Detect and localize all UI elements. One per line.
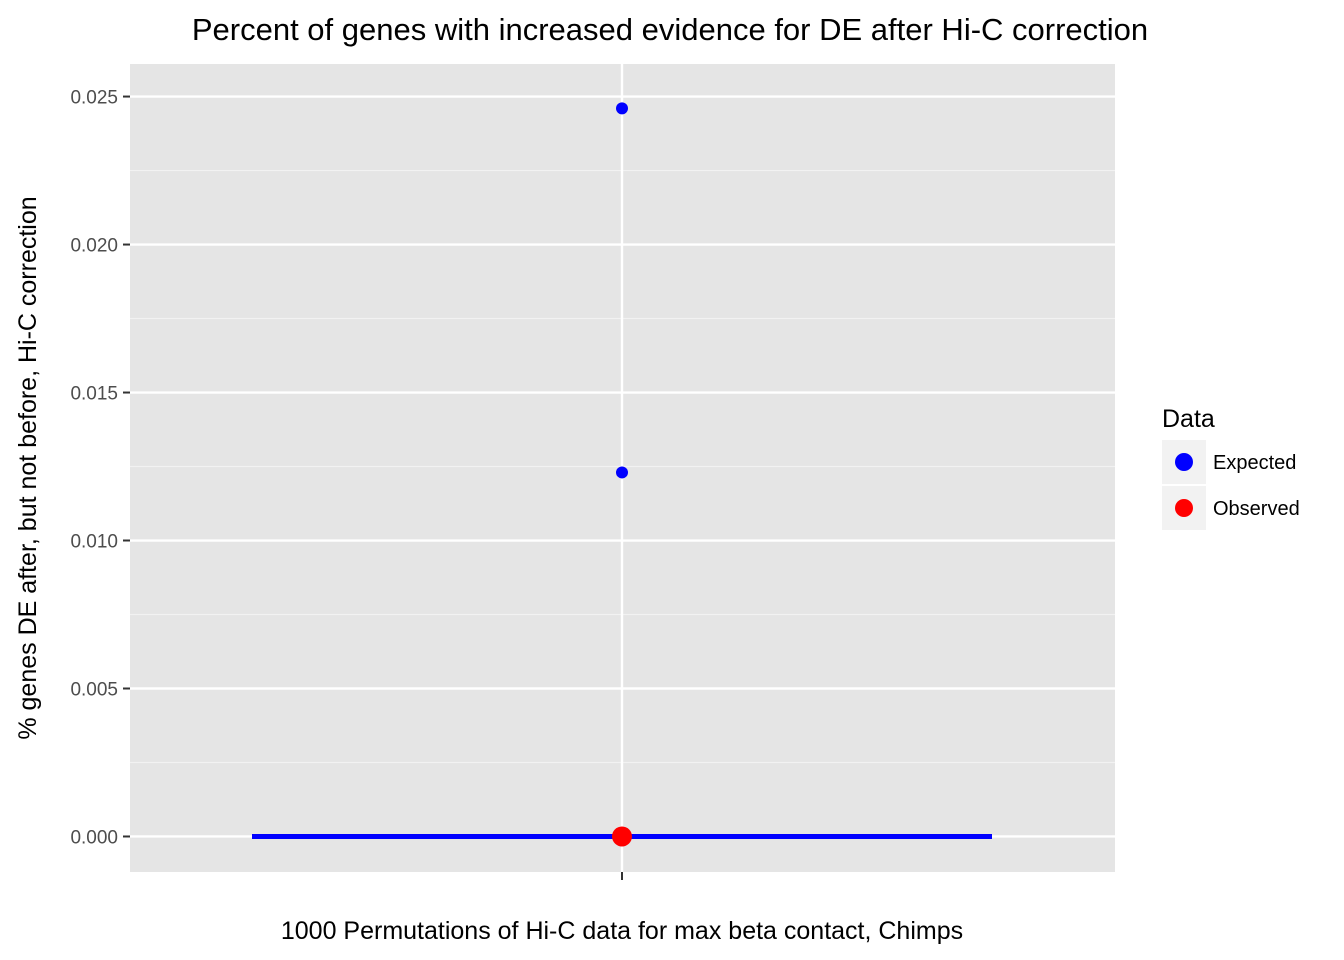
y-axis-title: % genes DE after, but not before, Hi-C c… [14, 196, 42, 739]
legend-title: Data [1162, 405, 1215, 433]
legend-key-observed [1175, 499, 1193, 517]
y-tick-label: 0.005 [70, 679, 118, 700]
chart-title: Percent of genes with increased evidence… [192, 12, 1148, 47]
point-observed [612, 826, 632, 847]
point-expected [616, 102, 628, 115]
legend-key-expected [1175, 453, 1193, 471]
x-axis-title: 1000 Permutations of Hi-C data for max b… [281, 917, 963, 945]
y-tick-label: 0.020 [70, 236, 118, 257]
y-axis: 0.000 0.005 0.010 0.015 0.020 0.025 [70, 88, 130, 848]
y-tick-label: 0.015 [70, 384, 118, 405]
point-expected [616, 466, 628, 479]
legend-label-observed: Observed [1213, 498, 1300, 520]
y-tick-label: 0.025 [70, 88, 118, 109]
data-marks [252, 102, 992, 847]
legend: Data Expected Observed [1162, 405, 1300, 530]
y-tick-label: 0.010 [70, 532, 118, 553]
legend-label-expected: Expected [1213, 452, 1296, 474]
y-tick-label: 0.000 [70, 827, 118, 848]
